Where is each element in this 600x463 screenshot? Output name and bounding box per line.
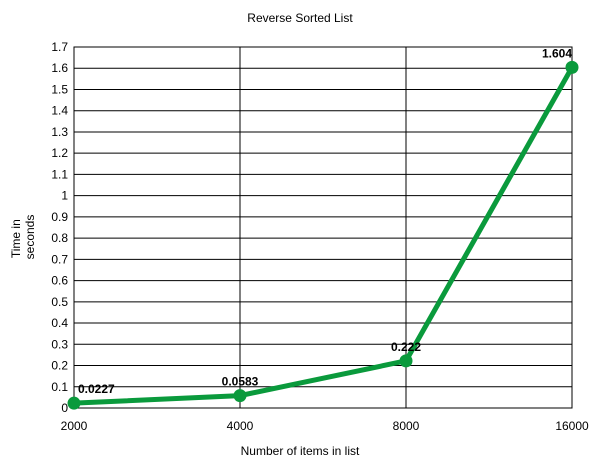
y-tick-label: 0.7 (51, 252, 68, 266)
data-label: 0.222 (391, 340, 421, 354)
x-tick-label: 4000 (227, 419, 254, 433)
y-tick-label: 0.8 (51, 231, 68, 245)
y-tick-label: 0.9 (51, 210, 68, 224)
y-tick-label: 0.5 (51, 295, 68, 309)
y-tick-label: 0.6 (51, 274, 68, 288)
y-tick-label: 1.4 (51, 104, 68, 118)
y-axis-title: Time in seconds (9, 215, 37, 260)
data-point (233, 389, 247, 403)
data-labels: 0.0227 0.0583 0.222 1.604 (78, 46, 572, 396)
series-group (67, 60, 579, 410)
y-tick-label: 0.3 (51, 337, 68, 351)
y-tick-label: 1 (61, 189, 68, 203)
data-label: 1.604 (542, 46, 572, 60)
y-axis-ticks: 0 0.1 0.2 0.3 0.4 0.5 0.6 0.7 0.8 0.9 1 1.1 1.2 1.3 1.… (51, 40, 68, 415)
data-point (399, 354, 413, 368)
x-tick-label: 8000 (393, 419, 420, 433)
y-tick-label: 1.2 (51, 146, 68, 160)
chart-title: Reverse Sorted List (247, 11, 353, 25)
y-tick-label: 0.4 (51, 316, 68, 330)
y-tick-label: 0.2 (51, 359, 68, 373)
y-tick-label: 1.7 (51, 40, 68, 54)
y-tick-label: 1.1 (51, 167, 68, 181)
y-tick-label: 1.6 (51, 61, 68, 75)
x-tick-label: 16000 (555, 419, 589, 433)
x-tick-label: 2000 (61, 419, 88, 433)
data-point (67, 396, 81, 410)
y-axis-title-line-1: Time in (9, 219, 23, 258)
grid-lines (74, 46, 572, 409)
y-tick-label: 1.5 (51, 82, 68, 96)
x-axis-title: Number of items in list (241, 444, 360, 458)
data-point (565, 60, 579, 74)
series-line (71, 64, 575, 406)
plot-area-frame (73, 46, 573, 409)
y-tick-label: 1.3 (51, 125, 68, 139)
x-axis-ticks: 2000 4000 8000 16000 (61, 419, 589, 433)
y-tick-label: 0.1 (51, 380, 68, 394)
data-label: 0.0227 (78, 382, 115, 396)
y-tick-label: 0 (61, 401, 68, 415)
data-label: 0.0583 (222, 375, 259, 389)
y-axis-title-line-2: seconds (23, 215, 37, 260)
